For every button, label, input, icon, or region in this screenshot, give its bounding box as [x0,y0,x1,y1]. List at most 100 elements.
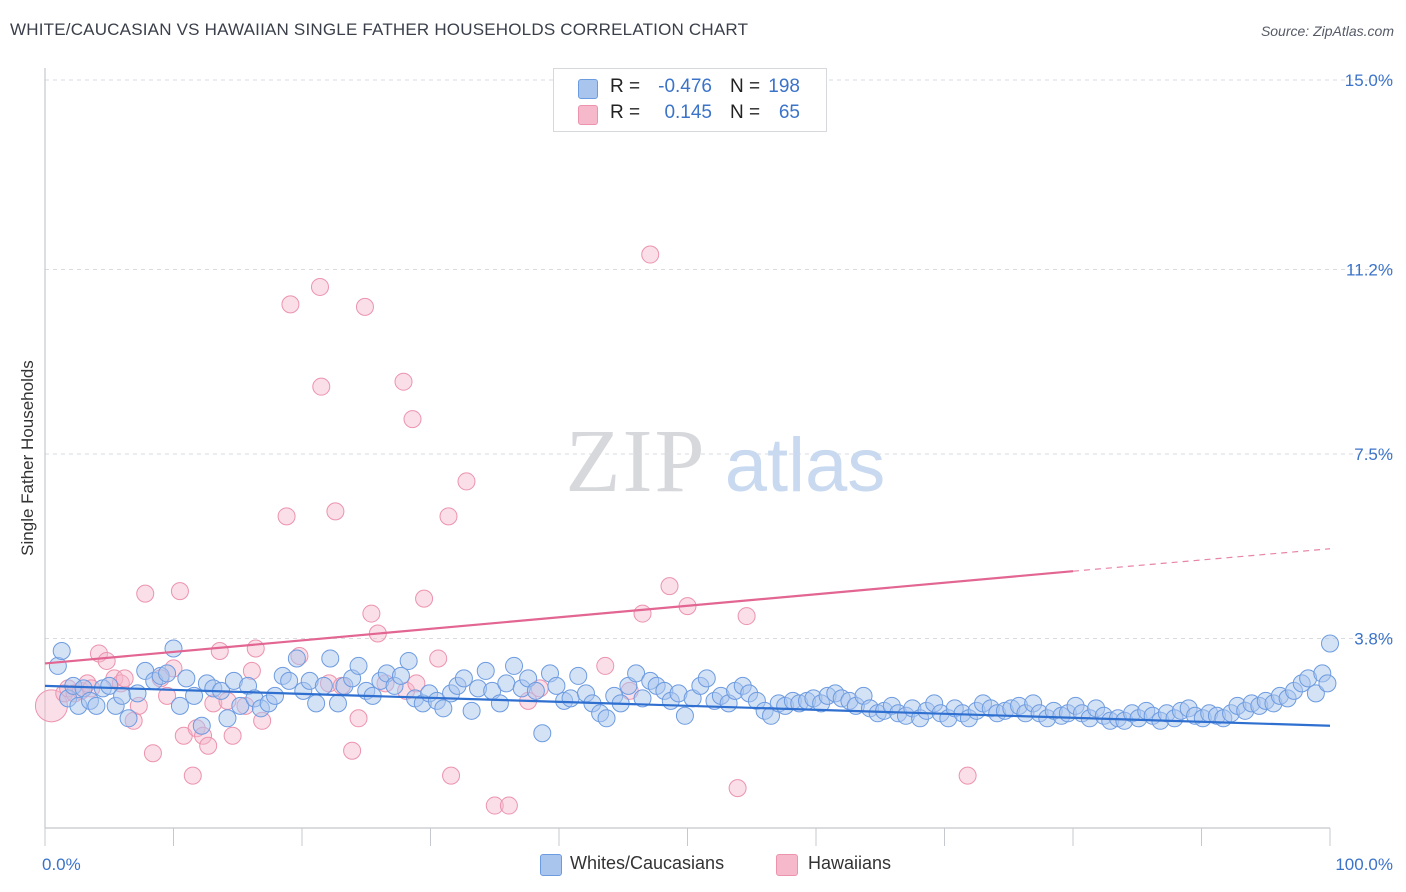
axes [44,68,1331,846]
legend-r-label: R = [610,102,641,123]
legend-n-label: N = [730,102,761,123]
white-point [399,651,418,670]
trend-lines [44,548,1331,727]
white-point [454,669,473,688]
white-point [597,709,616,728]
hawaiian-point [183,766,202,785]
white-point [476,661,495,680]
hawaiian-point [737,607,756,626]
legend-r-value: -0.476 [658,76,712,97]
hawaiians-trend-line [44,570,1074,665]
white-point [52,641,71,660]
white-point [569,666,588,685]
hawaiian-point [349,709,368,728]
white-point [675,706,694,725]
white-point [87,696,106,715]
white-point [128,684,147,703]
white-point [561,689,580,708]
y-tick-label: 15.0% [1345,71,1393,90]
hawaiian-point [415,589,434,608]
bottom-legend-label: Whites/Caucasians [570,853,725,873]
hawaiian-point [312,377,331,396]
hawaiian-point [499,796,518,815]
hawaiian-point [362,604,381,623]
watermark-zip: ZIP [566,412,707,511]
white-point [266,686,285,705]
hawaiian-point [403,410,422,429]
hawaiian-point [210,641,229,660]
white-point [119,709,138,728]
white-point [434,699,453,718]
white-point [490,694,509,713]
white-point [391,666,410,685]
hawaiian-point [246,639,265,658]
hawaiian-point [429,649,448,668]
x-tick-label: 0.0% [42,855,81,874]
bottom-legend-swatch-pink [776,854,798,876]
bottom-legend-swatch-blue [540,854,562,876]
legend-n-label: N = [730,76,761,97]
hawaiians-trend-extension [1072,548,1331,572]
white-point [100,676,119,695]
hawaiian-point [660,577,679,596]
white-point [526,681,545,700]
hawaiian-point [223,726,242,745]
white-point [1318,674,1337,693]
white-point [462,701,481,720]
hawaiian-point [442,766,461,785]
chart-title: WHITE/CAUCASIAN VS HAWAIIAN SINGLE FATHE… [10,20,749,39]
white-point [1306,684,1325,703]
hawaiian-point [277,507,296,526]
white-point [192,716,211,735]
legend-n-value: 198 [768,76,800,97]
hawaiians-points [34,245,977,815]
white-point [48,656,67,675]
hawaiian-point [170,582,189,601]
white-point [497,674,516,693]
legend-swatch-pink [578,105,598,125]
hawaiian-point [958,766,977,785]
hawaiian-point [310,277,329,296]
hawaiian-point [143,744,162,763]
source-label: Source: ZipAtlas.com [1260,23,1394,39]
hawaiian-point [158,686,177,705]
hawaiian-point [641,245,660,264]
white-point [697,669,716,688]
y-axis-label: Single Father Households [18,360,37,556]
hawaiian-point [439,507,458,526]
hawaiian-point [136,584,155,603]
white-point [231,696,250,715]
legend-swatch-blue [578,79,598,99]
hawaiian-point [343,741,362,760]
watermark-atlas: atlas [725,423,886,508]
white-point [505,656,524,675]
whites-trend-line [44,684,1331,727]
y-tick-label: 3.8% [1354,630,1393,649]
hawaiian-point [633,604,652,623]
hawaiian-point [326,502,345,521]
hawaiian-point [115,669,134,688]
white-point [218,709,237,728]
grid-lines [45,79,1395,640]
hawaiian-point [457,472,476,491]
legend-box: R = -0.476 N = 198 R = 0.145 N = 65 [553,68,827,132]
white-point [113,686,132,705]
white-point [314,676,333,695]
white-point [307,694,326,713]
y-tick-label: 11.2% [1346,260,1393,279]
white-point [287,649,306,668]
white-point [164,639,183,658]
hawaiian-point [596,656,615,675]
hawaiian-point [242,661,261,680]
white-point [328,694,347,713]
white-point [633,689,652,708]
hawaiian-point [355,297,374,316]
y-tick-label: 7.5% [1354,445,1393,464]
bottom-legend-label: Hawaiians [808,853,892,873]
hawaiian-point [199,736,218,755]
watermark: ZIP atlas [566,412,886,511]
white-point [547,676,566,695]
legend-n-value: 65 [778,102,800,123]
tick-labels: 3.8% 7.5% 11.2% 15.0% 0.0% 100.0% [42,71,1393,874]
